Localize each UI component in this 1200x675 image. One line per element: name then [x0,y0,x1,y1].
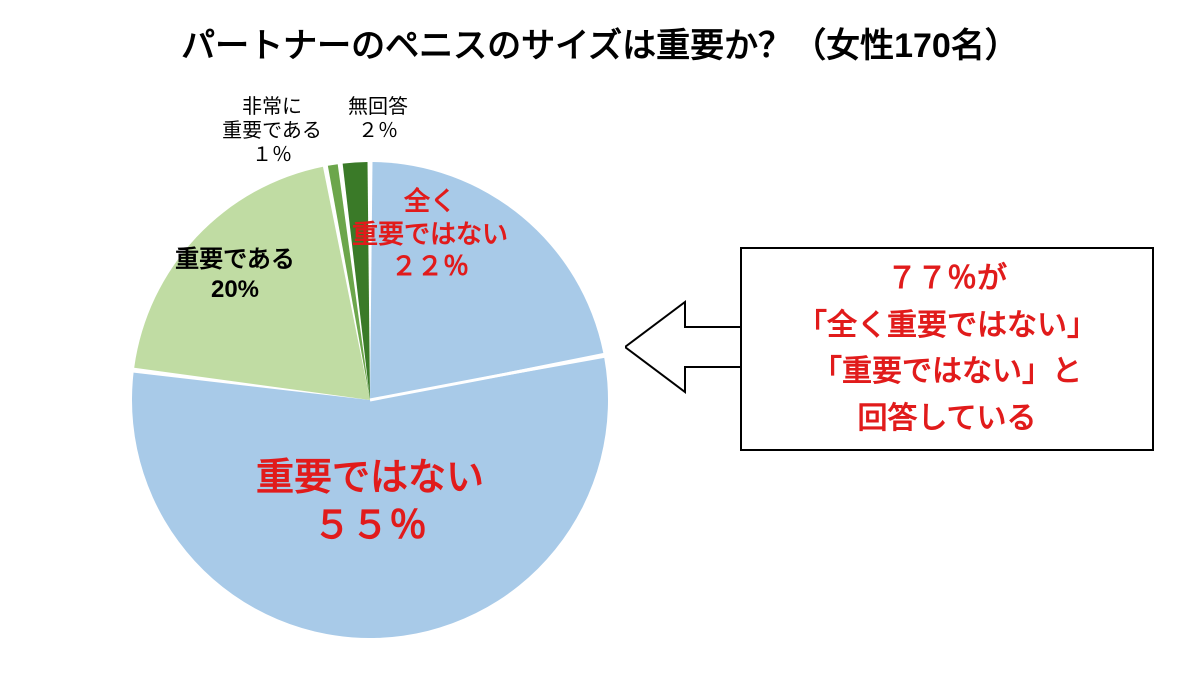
slice-label-important: 重要である 20% [85,245,385,305]
arrow-polygon [625,302,742,392]
external-label-no_answer: 無回答 ２％ [298,95,458,143]
callout-text: ７７％が 「全く重要ではない」 「重要ではない」と 回答している [797,256,1097,442]
page-root: パートナーのペニスのサイズは重要か？（女性170名） 非常に 重要である １％無… [0,0,1200,675]
chart-title: パートナーのペニスのサイズは重要か？（女性170名） [0,18,1200,67]
callout-box: ７７％が 「全く重要ではない」 「重要ではない」と 回答している [740,247,1154,451]
slice-label-not: 重要ではない ５５％ [220,455,520,550]
callout-arrow [625,298,744,396]
